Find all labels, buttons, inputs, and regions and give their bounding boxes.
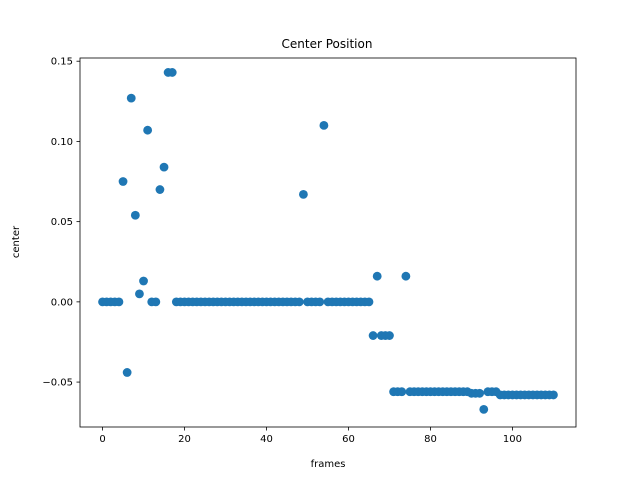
x-tick-label: 80 — [424, 434, 437, 445]
data-point — [397, 387, 407, 397]
y-axis-ticks: −0.05 0.00 0.05 0.10 0.15 — [42, 57, 80, 389]
data-point — [130, 210, 140, 220]
x-tick-label: 100 — [503, 434, 522, 445]
y-tick-label: 0.15 — [51, 57, 73, 68]
data-point — [122, 368, 132, 377]
data-point — [151, 297, 161, 307]
data-point — [385, 331, 394, 340]
y-tick-label: 0.05 — [51, 217, 73, 228]
plot-frame — [79, 57, 577, 428]
data-point — [294, 297, 304, 307]
data-point — [139, 276, 148, 286]
data-points — [98, 68, 558, 414]
data-point — [167, 68, 177, 77]
data-point — [401, 271, 411, 281]
y-tick-label: 0.10 — [51, 137, 73, 148]
data-point — [319, 120, 329, 130]
x-tick-label: 60 — [342, 434, 355, 445]
data-point — [479, 404, 489, 414]
data-point — [126, 93, 136, 103]
data-point — [299, 189, 308, 199]
x-axis-label: frames — [311, 459, 346, 470]
x-tick-label: 20 — [178, 434, 191, 445]
y-tick-label: −0.05 — [42, 378, 73, 389]
data-point — [549, 390, 558, 400]
x-tick-label: 0 — [99, 434, 105, 445]
y-tick-label: 0.00 — [51, 297, 73, 308]
data-point — [135, 289, 144, 299]
y-axis-label: center — [11, 225, 22, 258]
data-point — [143, 125, 153, 135]
data-point — [155, 185, 165, 194]
data-point — [364, 297, 374, 307]
chart-title: Center Position — [282, 37, 373, 51]
x-tick-label: 40 — [260, 434, 273, 445]
data-point — [118, 177, 128, 186]
data-point — [315, 297, 325, 307]
data-point — [159, 162, 169, 172]
data-point — [372, 271, 382, 281]
data-point — [475, 388, 485, 398]
data-point — [114, 297, 124, 307]
x-axis-ticks: 0 20 40 60 80 100 — [99, 427, 522, 445]
data-point — [368, 331, 378, 340]
